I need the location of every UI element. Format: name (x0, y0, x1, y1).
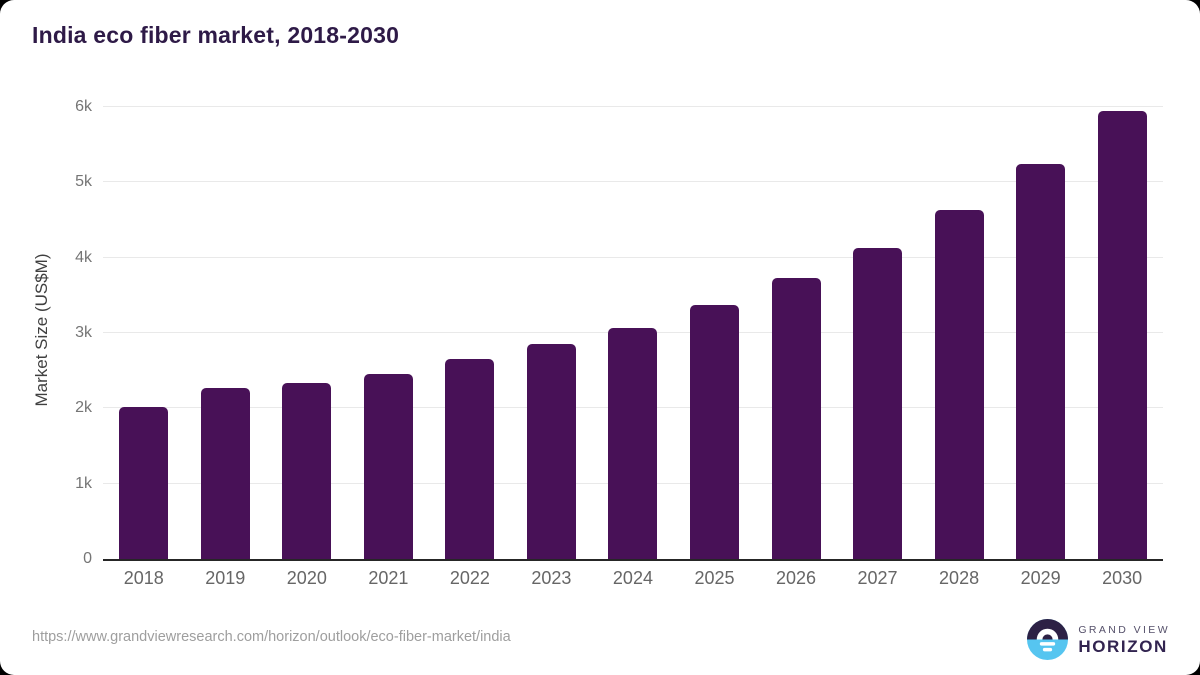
bar-column (511, 107, 593, 559)
bar-column (429, 107, 511, 559)
y-tick-label: 0 (83, 550, 92, 567)
bar-2020[interactable] (282, 382, 332, 559)
brand-name-top: GRAND VIEW (1078, 624, 1170, 636)
bar-2025[interactable] (689, 305, 739, 559)
y-tick-label: 3k (75, 324, 92, 341)
x-tick-label: 2020 (286, 568, 327, 588)
plot-area (103, 106, 1163, 561)
bar-column (185, 107, 267, 559)
x-tick-label: 2026 (775, 568, 817, 588)
bar-2021[interactable] (363, 373, 413, 559)
x-tick-label: 2023 (531, 568, 572, 588)
x-tick-label: 2027 (857, 568, 898, 588)
bar-2018[interactable] (119, 406, 169, 559)
grand-view-horizon-logo-icon (1027, 619, 1069, 660)
x-tick-label: 2030 (1102, 568, 1143, 588)
bar-2027[interactable] (853, 247, 903, 559)
bar-column (1000, 107, 1082, 559)
bar-2028[interactable] (934, 210, 984, 559)
y-tick-label: 6k (75, 98, 92, 115)
bar-column (755, 107, 837, 559)
x-tick-label: 2028 (939, 568, 980, 588)
x-tick-label: 2025 (694, 568, 735, 588)
x-tick-label: 2019 (205, 568, 246, 588)
y-axis-ticks: 0 1k 2k 3k 4k 5k 6k (0, 98, 92, 567)
bar-column (674, 107, 756, 559)
bar-2030[interactable] (1097, 110, 1147, 559)
x-tick-label: 2021 (368, 568, 409, 588)
bar-2024[interactable] (608, 327, 658, 559)
bar-2023[interactable] (526, 344, 576, 559)
brand-name-bottom: HORIZON (1078, 637, 1168, 656)
source-url: https://www.grandviewresearch.com/horizo… (32, 629, 511, 645)
y-tick-label: 5k (75, 173, 92, 191)
bar-column (103, 107, 185, 559)
gridline (103, 181, 1163, 183)
bar-2022[interactable] (445, 359, 495, 559)
brand-logo: GRAND VIEW HORIZON (1027, 619, 1170, 660)
page-title: India eco fiber market, 2018-2030 (32, 22, 400, 48)
bar-series (103, 107, 1163, 559)
bar-column (837, 107, 919, 559)
bar-column (918, 107, 1000, 559)
bar-column (592, 107, 674, 559)
x-tick-label: 2029 (1020, 568, 1061, 588)
y-tick-label: 1k (75, 474, 92, 492)
bar-column (1081, 107, 1163, 559)
x-tick-label: 2022 (449, 568, 490, 588)
bar-column (266, 107, 348, 559)
gridline (103, 106, 1163, 107)
brand-logo-text: GRAND VIEW HORIZON (1078, 623, 1170, 656)
y-tick-label: 2k (75, 399, 92, 417)
gridline (103, 256, 1163, 258)
x-axis-ticks: 2018 2019 2020 2021 2022 2023 2024 2025 2026 2027… (103, 568, 1163, 589)
bar-column (348, 107, 430, 559)
x-tick-label: 2024 (612, 568, 653, 588)
bar-2026[interactable] (771, 278, 821, 559)
bar-2019[interactable] (200, 388, 250, 559)
y-tick-label: 4k (75, 248, 92, 266)
x-tick-label: 2018 (123, 568, 164, 588)
bar-2029[interactable] (1016, 164, 1066, 559)
